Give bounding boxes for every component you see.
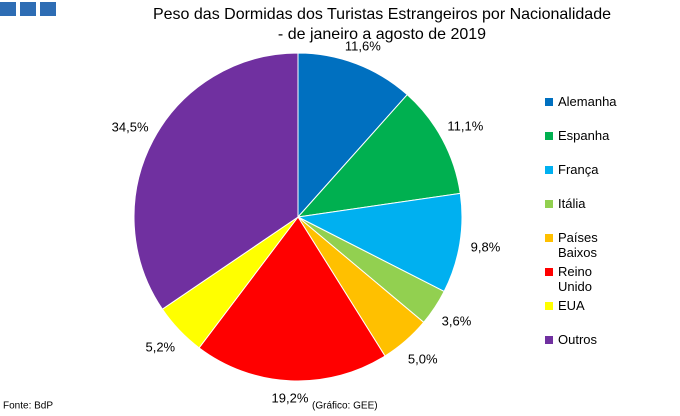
legend-label: EUA: [558, 298, 585, 313]
value-label: 9,8%: [471, 239, 501, 254]
legend-swatch: [545, 336, 553, 344]
pie-slice: [198, 216, 386, 382]
legend-label: Países Baixos: [558, 230, 598, 260]
value-label: 5,2%: [145, 339, 175, 354]
logo-block: [40, 2, 56, 16]
legend-item: Reino Unido: [545, 264, 625, 298]
legend-label: Itália: [558, 196, 586, 211]
chart-title: Peso das Dormidas dos Turistas Estrangei…: [153, 6, 611, 23]
value-label: 34,5%: [112, 120, 149, 135]
legend-label: Alemanha: [558, 94, 617, 109]
legend-item: Alemanha: [545, 94, 625, 128]
value-label: 5,0%: [408, 352, 438, 367]
value-label: 11,1%: [447, 118, 483, 133]
legend-swatch: [545, 200, 553, 208]
legend-item: Países Baixos: [545, 230, 625, 264]
pie-slice: [133, 52, 299, 310]
credit: (Gráfico: GEE): [312, 401, 378, 412]
legend-swatch: [545, 98, 553, 106]
legend-swatch: [545, 166, 553, 174]
value-label: 19,2%: [272, 390, 309, 405]
logo-block: [20, 2, 36, 16]
legend-swatch: [545, 302, 553, 310]
legend-item: França: [545, 162, 625, 196]
legend-label: Outros: [558, 332, 598, 347]
legend-label: França: [558, 162, 599, 177]
pie-slice: [296, 192, 463, 293]
legend-label: Espanha: [558, 128, 610, 143]
source: Fonte: BdP: [3, 401, 53, 412]
legend-swatch: [545, 234, 553, 242]
pie-slice: [297, 52, 408, 219]
logo-block: [0, 2, 16, 16]
legend-label: Reino Unido: [558, 264, 592, 294]
legend-item: Outros: [545, 332, 625, 366]
pie-slice: [296, 93, 461, 218]
legend: Alemanha Espanha França Itália Países Baixos…: [545, 94, 625, 366]
legend-item: EUA: [545, 298, 625, 332]
legend-swatch: [545, 268, 553, 276]
chart-subtitle: - de janeiro a agosto de 2019: [278, 26, 486, 43]
legend-item: Itália: [545, 196, 625, 230]
legend-item: Espanha: [545, 128, 625, 162]
legend-swatch: [545, 132, 553, 140]
value-label: 3,6%: [442, 313, 472, 328]
value-label: 11,6%: [345, 38, 381, 53]
